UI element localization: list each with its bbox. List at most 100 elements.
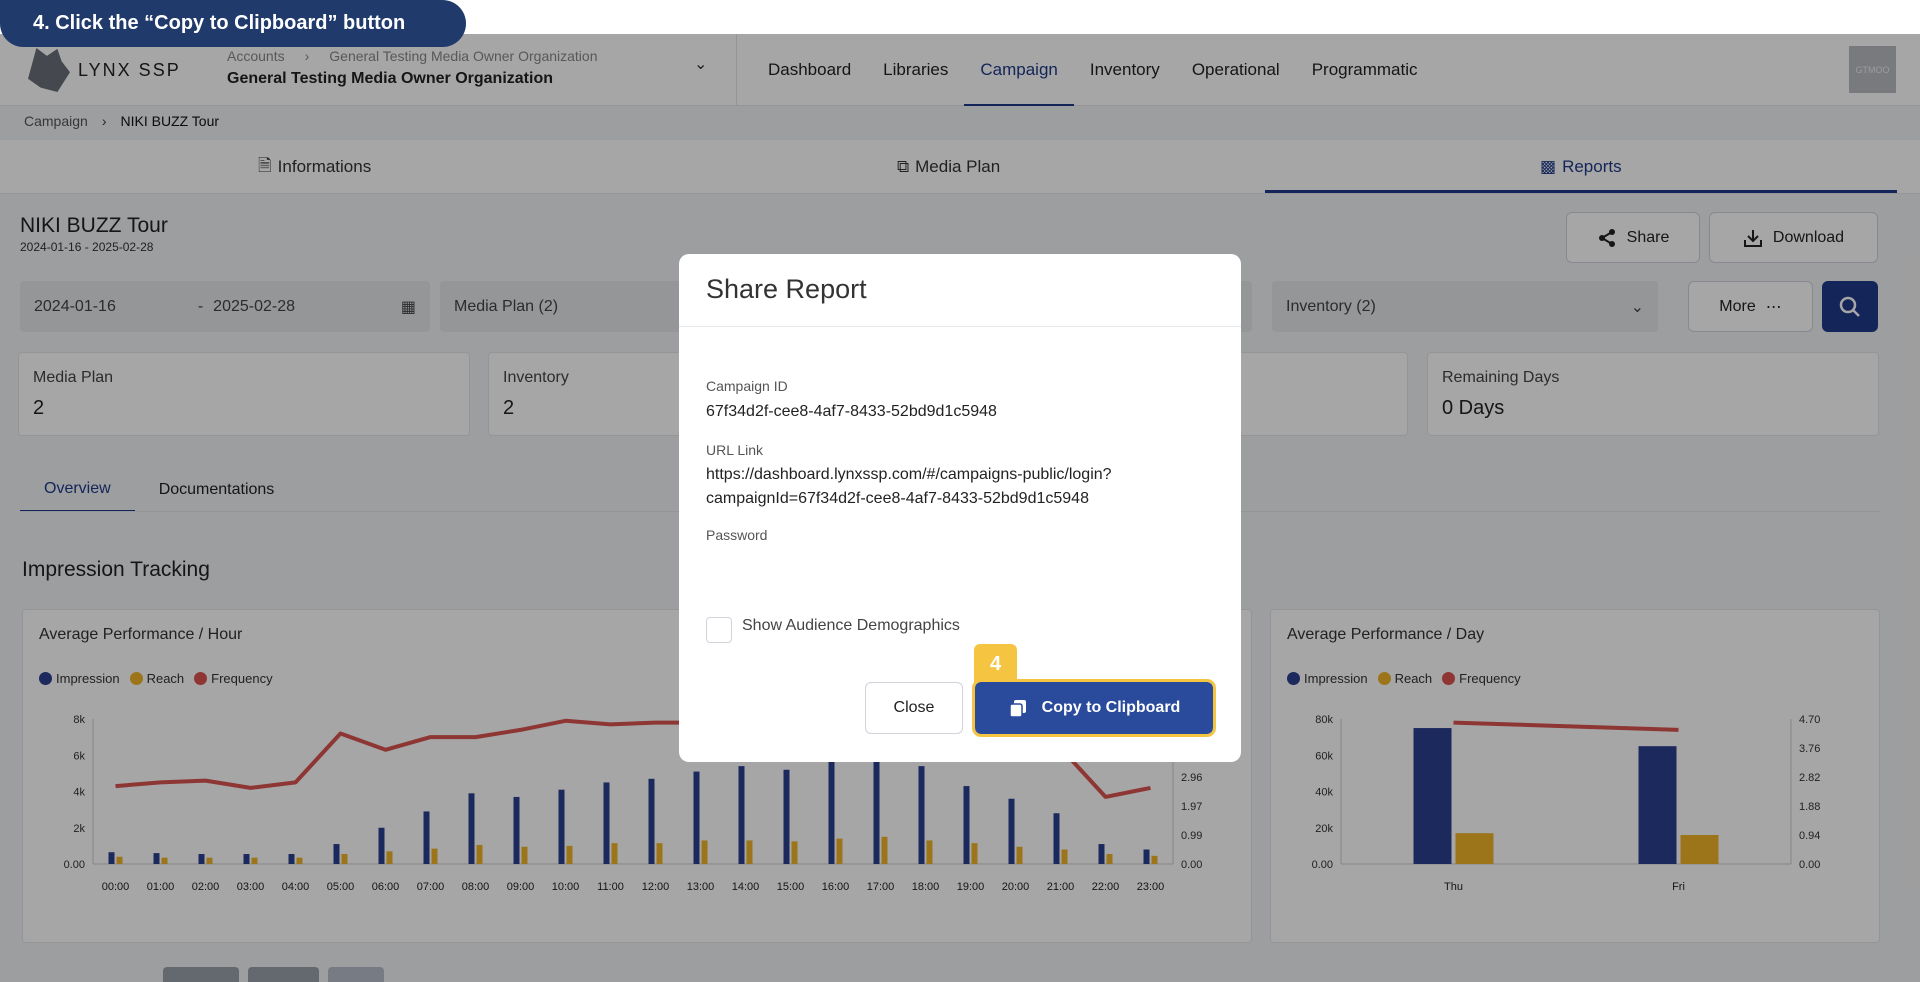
chevron-down-icon[interactable]: ⌄ (694, 56, 708, 73)
search-button[interactable] (1822, 281, 1878, 332)
bar-reach (1061, 849, 1068, 864)
bar-impression (828, 760, 835, 864)
bar-impression (603, 782, 610, 864)
download-button[interactable]: Download (1709, 212, 1878, 263)
y-tick-right: 1.88 (1799, 801, 1820, 813)
daily-chart: 0.00 20k 40k 60k 80k 0.00 0.94 1.88 2.82 3.76 4.70… (1312, 714, 1821, 893)
legend-reach[interactable]: Reach (129, 671, 185, 686)
campaign-tabs: 🗎 Informations ⧉ Media Plan ▩ Reports (0, 140, 1920, 194)
active-tab-indicator (1265, 190, 1897, 193)
show-demographics-checkbox[interactable] (706, 617, 732, 643)
y-tick-left: 2k (73, 823, 85, 835)
close-button[interactable]: Close (865, 682, 963, 734)
calendar-icon: ▦ (400, 298, 416, 316)
line-frequency (1453, 720, 1679, 732)
daily-legend: Impression Reach Frequency (1287, 671, 1521, 686)
breadcrumb-campaign[interactable]: Campaign (24, 113, 88, 129)
pagination-item[interactable] (248, 967, 319, 982)
brand-logo[interactable]: LYNX SSP (28, 48, 181, 92)
subtab-documentations[interactable]: Documentations (158, 481, 275, 498)
bar-reach (116, 856, 123, 864)
inventory-select-value: Inventory (2) (1286, 297, 1376, 315)
tab-reports[interactable]: ▩ Reports (1540, 140, 1622, 194)
stat-remaining-label: Remaining Days (1442, 369, 1560, 386)
date-range-input[interactable]: 2024-01-16 - 2025-02-28 ▦ (20, 281, 430, 332)
bar-impression (243, 854, 250, 864)
copy-to-clipboard-button[interactable]: Copy to Clipboard (972, 679, 1216, 737)
legend-impression[interactable]: Impression (1287, 671, 1368, 686)
legend-reach-label: Reach (146, 671, 185, 686)
y-tick-right: 0.94 (1799, 830, 1820, 842)
bar-impression (783, 769, 790, 864)
x-tick-label: 22:00 (1092, 881, 1120, 893)
legend-reach[interactable]: Reach (1377, 671, 1432, 686)
breadcrumb: Campaign › NIKI BUZZ Tour (24, 113, 219, 129)
tab-media-plan[interactable]: ⧉ Media Plan (897, 140, 1000, 194)
org-breadcrumb: Accounts › General Testing Media Owner O… (227, 48, 597, 64)
clipboard-copy-icon (1008, 700, 1026, 718)
bar-reach (1151, 855, 1158, 864)
nav-programmatic[interactable]: Programmatic (1311, 60, 1418, 79)
x-tick-label: 00:00 (102, 881, 130, 893)
daily-chart-title: Average Performance / Day (1287, 626, 1485, 643)
campaign-id-label: Campaign ID (706, 378, 788, 394)
bar-reach (881, 836, 888, 864)
x-tick-label: 15:00 (777, 881, 805, 893)
tab-media-plan-label: Media Plan (915, 157, 1001, 176)
legend-frequency[interactable]: Frequency (194, 671, 273, 686)
x-tick-label: 16:00 (822, 881, 850, 893)
hourly-chart-card: Average Performance / Hour Impression Re… (22, 609, 1252, 943)
share-button[interactable]: Share (1566, 212, 1700, 263)
bar-impression (198, 854, 205, 864)
hourly-legend: Impression Reach Frequency (39, 671, 273, 686)
header-divider (736, 34, 737, 106)
bar-chart-icon: ▩ (1540, 157, 1557, 176)
tab-informations[interactable]: 🗎 Informations (258, 140, 371, 194)
copy-icon: ⧉ (897, 157, 910, 176)
bar-impression (1413, 728, 1452, 864)
org-switcher[interactable]: Accounts › General Testing Media Owner O… (227, 48, 597, 88)
stat-inventory-label: Inventory (503, 369, 569, 386)
bar-reach (431, 848, 438, 864)
pagination-item[interactable] (328, 967, 384, 982)
share-report-modal: Share Report Campaign ID 67f34d2f-cee8-4… (679, 254, 1241, 762)
bar-reach (1016, 846, 1023, 864)
bar-reach (1106, 854, 1113, 864)
main-nav: Dashboard Libraries Campaign Inventory O… (752, 34, 1434, 106)
modal-divider (679, 326, 1241, 327)
inventory-select[interactable]: Inventory (2) ⌄ (1272, 281, 1658, 332)
y-tick-right: 0.00 (1799, 859, 1820, 871)
x-tick-label: 23:00 (1137, 881, 1165, 893)
bar-reach (791, 841, 798, 864)
x-tick-label: 21:00 (1047, 881, 1075, 893)
step-badge: 4 (974, 644, 1017, 684)
url-link-line-2: campaignId=67f34d2f-cee8-4af7-8433-52bd9… (706, 490, 1089, 507)
stat-media-plan-value: 2 (33, 397, 45, 419)
campaign-id-value: 67f34d2f-cee8-4af7-8433-52bd9d1c5948 (706, 403, 997, 420)
nav-operational[interactable]: Operational (1191, 60, 1280, 79)
bar-impression (288, 854, 295, 864)
modal-title: Share Report (706, 274, 867, 304)
avatar[interactable]: GTMOO (1849, 46, 1896, 93)
url-link-label: URL Link (706, 442, 764, 458)
stat-remaining-value: 0 Days (1442, 397, 1505, 419)
document-icon: 🗎 (258, 155, 272, 175)
more-button[interactable]: More ⋯ (1688, 281, 1813, 332)
legend-frequency[interactable]: Frequency (1442, 671, 1521, 686)
nav-libraries[interactable]: Libraries (883, 60, 949, 79)
x-tick-label: 11:00 (597, 881, 624, 893)
x-tick-label: 05:00 (327, 881, 355, 893)
x-tick-label: 13:00 (687, 881, 715, 893)
nav-campaign[interactable]: Campaign (964, 34, 1074, 106)
bar-impression (918, 766, 925, 864)
nav-dashboard[interactable]: Dashboard (768, 60, 852, 79)
nav-inventory[interactable]: Inventory (1089, 60, 1160, 79)
y-tick-left: 8k (73, 714, 85, 726)
pagination-item[interactable] (163, 967, 239, 982)
y-tick-left: 6k (73, 750, 85, 762)
org-crumb-root: Accounts (227, 48, 285, 64)
legend-impression[interactable]: Impression (39, 671, 120, 686)
campaign-dates: 2024-01-16 - 2025-02-28 (20, 240, 154, 254)
x-tick-label: Thu (1444, 881, 1463, 893)
show-demographics-label[interactable]: Show Audience Demographics (742, 617, 960, 634)
